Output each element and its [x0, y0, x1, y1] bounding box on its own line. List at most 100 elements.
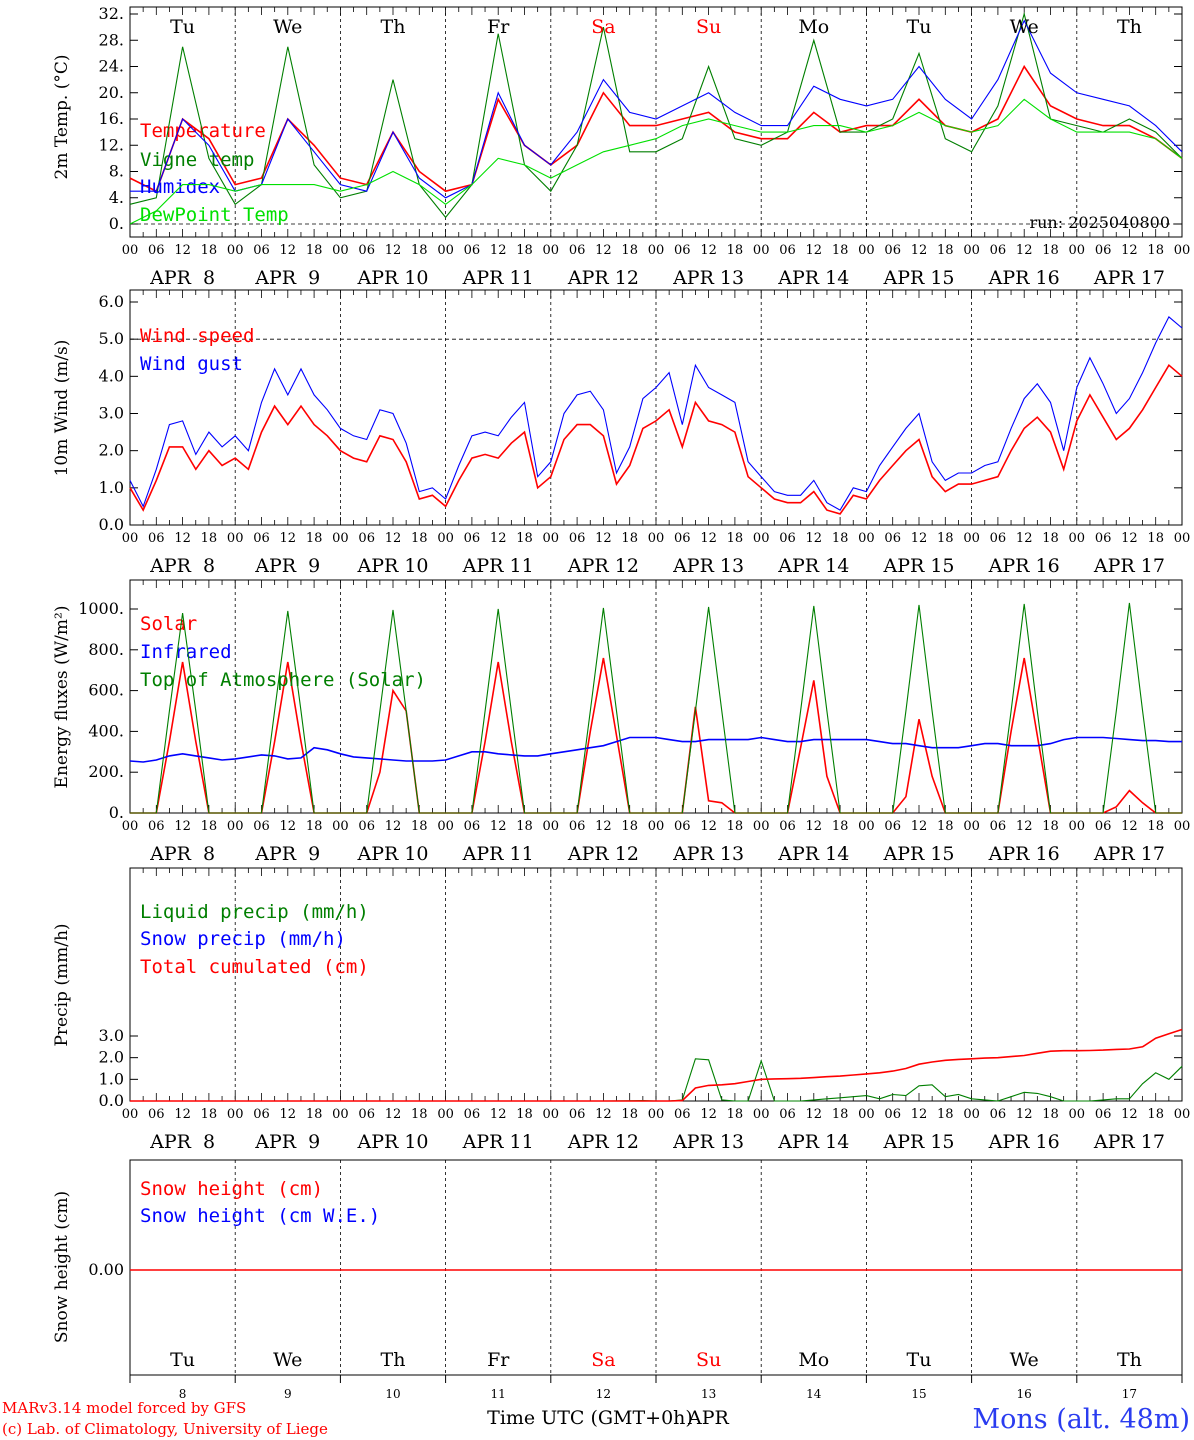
hour-tick-label: 18	[411, 531, 428, 546]
hour-tick-label: 18	[727, 531, 744, 546]
hour-tick-label: 18	[1147, 531, 1164, 546]
panel-5: 0.00 Snow height (cm) Snow height (cm) Snow…	[52, 1159, 1183, 1383]
hour-tick-label: 12	[174, 243, 191, 258]
hour-tick-label: 00	[1174, 1107, 1191, 1122]
hour-tick-label: 00	[753, 1107, 770, 1122]
hour-tick-label: 06	[464, 1107, 481, 1122]
panel-3: 0. 200. 400. 600. 800. 1000. Energy fluxes (W/…	[52, 579, 1191, 865]
hour-tick-label: 18	[201, 819, 218, 834]
weekday-label: Fr	[487, 1349, 510, 1371]
hour-tick-label: 12	[490, 531, 507, 546]
x-axis-label: Time UTC (GMT+0h)	[487, 1407, 693, 1429]
hour-tick-label: 18	[516, 243, 533, 258]
hour-tick-label: 12	[700, 243, 717, 258]
y-tick-label: 800.	[88, 640, 124, 659]
hour-tick-label: 00	[858, 819, 875, 834]
weekday-label: Mo	[798, 1349, 829, 1371]
hour-tick-label: 12	[490, 243, 507, 258]
weekday-label: Th	[381, 16, 406, 38]
hour-tick-label: 12	[806, 819, 823, 834]
y-tick-label: 28.	[99, 30, 124, 49]
hour-tick-label: 18	[832, 819, 849, 834]
hour-tick-label: 12	[385, 1107, 402, 1122]
day-number-label: 10	[385, 1387, 400, 1401]
hour-tick-label: 06	[1095, 243, 1112, 258]
hour-tick-label: 18	[621, 531, 638, 546]
weekday-label: Tu	[907, 16, 932, 38]
hour-tick-label: 12	[595, 1107, 612, 1122]
hour-tick-label: 06	[569, 531, 586, 546]
date-label: APR 10	[356, 843, 428, 865]
date-label: APR 12	[567, 555, 639, 577]
hour-tick-label: 12	[385, 243, 402, 258]
hour-tick-label: 06	[779, 531, 796, 546]
series-line-2	[129, 316, 1183, 511]
hour-tick-label: 12	[595, 243, 612, 258]
series-line-3	[130, 1028, 1183, 1102]
hour-tick-label: 00	[648, 1107, 665, 1122]
hour-tick-label: 00	[543, 1107, 560, 1122]
y-tick-label: 16.	[99, 109, 124, 128]
hour-tick-label: 12	[700, 819, 717, 834]
hour-tick-label: 00	[227, 819, 244, 834]
hour-tick-label: 12	[174, 1107, 191, 1122]
series-line-2	[129, 11, 1183, 219]
hour-tick-label: 12	[595, 531, 612, 546]
date-label: APR 13	[672, 1131, 744, 1153]
hour-tick-label: 18	[306, 819, 323, 834]
hour-tick-label: 00	[543, 819, 560, 834]
hour-tick-label: 00	[963, 531, 980, 546]
hour-tick-label: 00	[437, 531, 454, 546]
hour-tick-label: 18	[201, 531, 218, 546]
weekday-label: Tu	[170, 1349, 195, 1371]
hour-tick-label: 12	[1121, 243, 1138, 258]
hour-tick-label: 06	[569, 1107, 586, 1122]
y-tick-label: 1.0	[99, 478, 124, 497]
y-tick-label: 5.0	[99, 329, 124, 348]
date-label: APR 17	[1093, 555, 1165, 577]
date-label: APR 16	[988, 267, 1060, 289]
hour-tick-label: 00	[227, 1107, 244, 1122]
hour-tick-label: 18	[937, 531, 954, 546]
weekday-label: Mo	[798, 16, 829, 38]
hour-tick-label: 18	[1147, 1107, 1164, 1122]
hour-tick-label: 12	[911, 819, 928, 834]
date-label: APR 12	[567, 267, 639, 289]
y-tick-label: 600.	[88, 681, 124, 700]
date-label: APR 9	[254, 1131, 320, 1153]
y-tick-label: 0.	[109, 803, 124, 822]
hour-tick-label: 18	[516, 819, 533, 834]
hour-tick-label: 06	[674, 243, 691, 258]
y-tick-label: 400.	[88, 721, 124, 740]
hour-tick-label: 06	[253, 531, 270, 546]
hour-tick-label: 06	[1095, 531, 1112, 546]
series-line-1	[129, 64, 1183, 193]
hour-tick-label: 00	[858, 1107, 875, 1122]
date-label: APR 14	[777, 1131, 849, 1153]
hour-tick-label: 00	[1174, 819, 1191, 834]
hour-tick-label: 06	[148, 531, 165, 546]
hour-tick-label: 18	[937, 1107, 954, 1122]
hour-tick-label: 06	[358, 1107, 375, 1122]
date-label: APR 15	[882, 1131, 954, 1153]
hour-tick-label: 18	[621, 1107, 638, 1122]
hour-tick-label: 12	[490, 1107, 507, 1122]
hour-tick-label: 06	[358, 531, 375, 546]
y-tick-label: 200.	[88, 762, 124, 781]
series-line-4	[129, 98, 1183, 225]
date-label: APR 14	[777, 843, 849, 865]
hour-tick-label: 00	[1174, 531, 1191, 546]
hour-tick-label: 12	[1016, 531, 1033, 546]
hour-tick-label: 12	[385, 819, 402, 834]
y-tick-label: 0.00	[88, 1260, 124, 1279]
hour-tick-label: 12	[1121, 1107, 1138, 1122]
credit-line-1: MARv3.14 model forced by GFS	[2, 1399, 246, 1417]
hour-tick-label: 06	[779, 1107, 796, 1122]
hour-tick-label: 12	[280, 531, 297, 546]
hour-tick-label: 06	[674, 531, 691, 546]
hour-tick-label: 18	[1147, 243, 1164, 258]
hour-tick-label: 12	[595, 819, 612, 834]
hour-tick-label: 12	[1016, 819, 1033, 834]
hour-tick-label: 00	[122, 819, 139, 834]
